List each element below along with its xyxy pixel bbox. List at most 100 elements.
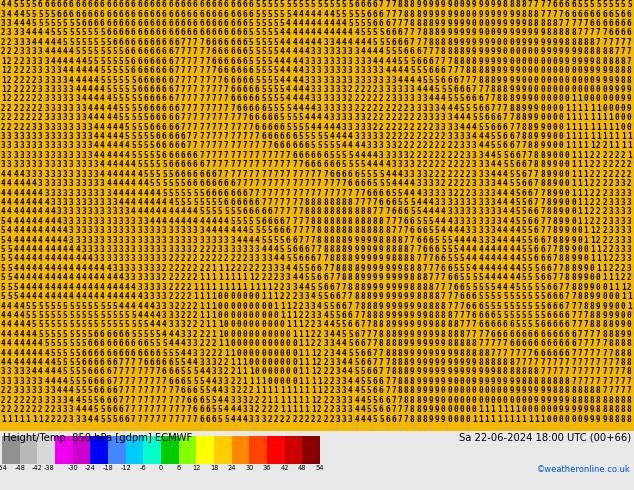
Text: 4: 4: [25, 339, 30, 348]
Text: 5: 5: [522, 311, 526, 320]
Text: 5: 5: [509, 311, 514, 320]
Text: 1: 1: [274, 386, 278, 395]
Text: 3: 3: [286, 283, 290, 292]
Text: 3: 3: [317, 48, 321, 56]
Text: 9: 9: [578, 254, 582, 264]
Text: 4: 4: [87, 66, 92, 75]
Text: 7: 7: [472, 330, 477, 339]
Text: 3: 3: [304, 292, 309, 301]
Text: 6: 6: [547, 301, 551, 311]
Text: 7: 7: [366, 330, 372, 339]
Text: 3: 3: [410, 85, 415, 94]
Text: 6: 6: [335, 301, 340, 311]
Text: 6: 6: [621, 19, 625, 28]
Text: 7: 7: [286, 170, 290, 179]
Text: 5: 5: [162, 349, 167, 358]
Text: 7: 7: [391, 386, 396, 395]
Text: 7: 7: [609, 349, 613, 358]
Text: 8: 8: [609, 320, 613, 329]
Text: 4: 4: [292, 264, 297, 273]
Text: 18: 18: [210, 466, 218, 471]
Text: 2: 2: [435, 160, 439, 170]
Text: 6: 6: [522, 179, 526, 188]
Text: 4: 4: [100, 104, 105, 113]
Text: 9: 9: [447, 28, 452, 37]
Text: 7: 7: [187, 132, 191, 141]
Text: 2: 2: [304, 415, 309, 423]
Text: 0: 0: [274, 368, 278, 376]
Text: -48: -48: [14, 466, 25, 471]
Text: 7: 7: [150, 415, 154, 423]
Text: 9: 9: [429, 330, 433, 339]
Text: 8: 8: [527, 132, 533, 141]
Text: 3: 3: [7, 28, 11, 37]
Text: 5: 5: [243, 217, 247, 226]
Text: 0: 0: [522, 48, 526, 56]
Text: 7: 7: [249, 122, 254, 132]
Text: 2: 2: [304, 311, 309, 320]
Text: 4: 4: [385, 170, 390, 179]
Text: 6: 6: [87, 19, 92, 28]
Text: 3: 3: [143, 273, 148, 282]
Text: 1: 1: [268, 292, 272, 301]
Text: 7: 7: [596, 330, 600, 339]
Text: 6: 6: [143, 48, 148, 56]
Text: 6: 6: [100, 19, 105, 28]
Text: 8: 8: [330, 245, 334, 254]
Text: 6: 6: [311, 254, 315, 264]
Text: 3: 3: [453, 132, 458, 141]
Text: 8: 8: [453, 48, 458, 56]
Text: 5: 5: [373, 179, 377, 188]
Text: 6: 6: [478, 320, 483, 329]
Text: 8: 8: [385, 330, 390, 339]
Text: -6: -6: [140, 466, 146, 471]
Text: 5: 5: [137, 113, 142, 122]
Text: 9: 9: [614, 75, 619, 85]
Text: 5: 5: [304, 273, 309, 282]
Text: 2: 2: [212, 245, 216, 254]
Text: 1: 1: [236, 273, 241, 282]
Text: 0: 0: [243, 349, 247, 358]
Text: 9: 9: [627, 330, 631, 339]
Bar: [302, 436, 320, 464]
Text: 5: 5: [527, 226, 533, 235]
Text: 4: 4: [317, 10, 321, 19]
Text: 3: 3: [75, 113, 80, 122]
Text: 9: 9: [578, 405, 582, 414]
Text: 4: 4: [112, 292, 117, 301]
Text: 9: 9: [609, 311, 613, 320]
Text: 7: 7: [609, 358, 613, 367]
Text: 3: 3: [7, 151, 11, 160]
Text: 5: 5: [299, 113, 303, 122]
Text: 6: 6: [150, 0, 154, 9]
Text: 6: 6: [230, 179, 235, 188]
Text: 7: 7: [547, 236, 551, 245]
Text: 9: 9: [360, 236, 365, 245]
Text: 7: 7: [342, 292, 346, 301]
Text: 6: 6: [174, 10, 179, 19]
Text: 7: 7: [249, 142, 254, 150]
Text: 4: 4: [416, 85, 421, 94]
Text: 4: 4: [323, 122, 328, 132]
Text: 5: 5: [478, 292, 483, 301]
Text: 7: 7: [404, 405, 408, 414]
Text: 7: 7: [583, 368, 588, 376]
Text: 6: 6: [534, 217, 539, 226]
Text: 4: 4: [25, 19, 30, 28]
Text: 6: 6: [484, 311, 489, 320]
Text: 6: 6: [174, 19, 179, 28]
Text: 3: 3: [112, 245, 117, 254]
Text: 9: 9: [472, 368, 477, 376]
Text: 7: 7: [199, 104, 204, 113]
Text: 9: 9: [578, 273, 582, 282]
Text: 3: 3: [360, 66, 365, 75]
Text: 0: 0: [447, 396, 452, 405]
Text: 9: 9: [534, 28, 539, 37]
Text: 2: 2: [249, 264, 254, 273]
Text: 8: 8: [627, 358, 631, 367]
Text: 9: 9: [547, 386, 551, 395]
Text: 7: 7: [596, 339, 600, 348]
Text: 3: 3: [168, 311, 173, 320]
Text: 5: 5: [460, 104, 464, 113]
Text: 9: 9: [366, 273, 372, 282]
